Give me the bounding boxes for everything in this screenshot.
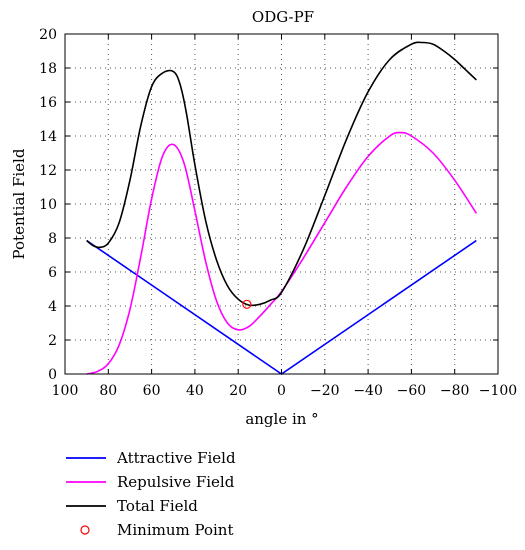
y-tick-label: 12: [39, 163, 57, 179]
y-tick-label: 18: [39, 61, 57, 77]
x-tick-label: 60: [143, 383, 161, 399]
y-tick-label: 14: [39, 129, 57, 145]
y-tick-label: 0: [48, 367, 57, 383]
x-tick-label: −40: [353, 383, 383, 399]
y-tick-label: 6: [48, 265, 57, 281]
axis-ticks: 100 80 60 40 20 0 −20 −40 −60 −80 −100 0 2 4 6 8 10 12 14 1…: [39, 27, 517, 399]
y-tick-label: 2: [48, 333, 57, 349]
legend: Attractive Field Repulsive Field Total Fie…: [66, 449, 236, 539]
y-tick-label: 4: [48, 299, 57, 315]
x-tick-label: 0: [277, 383, 286, 399]
chart-title: ODG-PF: [252, 8, 314, 26]
x-axis-label: angle in °: [245, 410, 318, 428]
x-tick-label: −80: [440, 383, 470, 399]
legend-label-minimum-point: Minimum Point: [117, 521, 234, 539]
x-tick-label: 100: [52, 383, 79, 399]
grid: [65, 34, 498, 374]
y-tick-label: 8: [48, 231, 57, 247]
repulsive-field-line: [86, 131, 478, 375]
y-tick-label: 20: [39, 27, 57, 43]
y-tick-label: 10: [39, 197, 57, 213]
x-tick-label: −60: [397, 383, 427, 399]
minimum-point-marker: [242, 299, 252, 309]
legend-label-repulsive-field: Repulsive Field: [117, 473, 235, 491]
legend-label-attractive-field: Attractive Field: [116, 449, 236, 467]
total-field-line: [86, 41, 477, 307]
x-tick-label: 20: [229, 383, 247, 399]
x-tick-label: −100: [479, 383, 517, 399]
legend-swatch-minimum-point: [80, 525, 90, 535]
y-axis-label: Potential Field: [10, 148, 28, 259]
x-tick-label: −20: [310, 383, 340, 399]
y-tick-label: 16: [39, 95, 57, 111]
x-tick-label: 80: [99, 383, 117, 399]
x-tick-label: 40: [186, 383, 204, 399]
legend-label-total-field: Total Field: [117, 497, 198, 515]
